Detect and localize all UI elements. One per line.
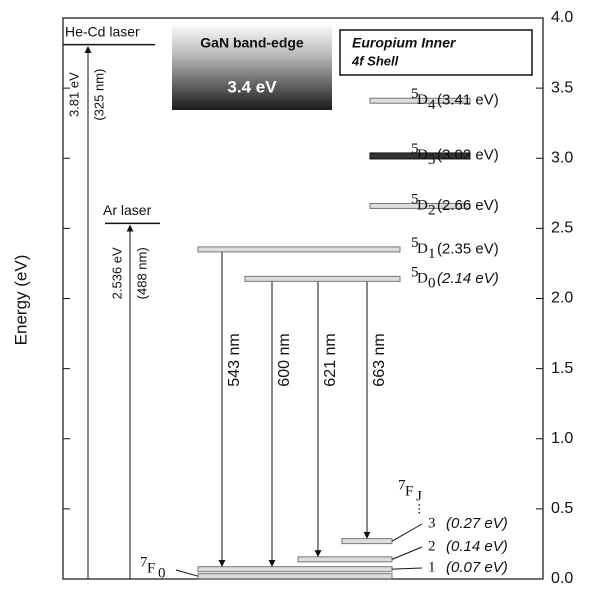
energy-level bbox=[197, 573, 393, 580]
eu-title: Europium Inner bbox=[352, 35, 457, 51]
level-mult: 5 bbox=[411, 264, 419, 280]
gan-value: 3.4 eV bbox=[227, 77, 277, 96]
y-tick-label: 0.5 bbox=[551, 500, 573, 517]
level-energy: (2.66 eV) bbox=[437, 197, 499, 214]
level-mult: 5 bbox=[411, 235, 419, 251]
group-j: J bbox=[416, 488, 422, 504]
level-energy: (2.35 eV) bbox=[437, 240, 499, 257]
energy-level bbox=[197, 246, 401, 253]
y-tick-label: 1.0 bbox=[551, 430, 573, 447]
level-energy: (2.14 eV) bbox=[437, 270, 499, 287]
y-tick-label: 2.5 bbox=[551, 220, 573, 237]
transition-label: 621 nm bbox=[322, 333, 339, 386]
level-letter: D bbox=[417, 147, 428, 163]
ellipsis: ... bbox=[415, 503, 431, 515]
transition-label: 600 nm bbox=[276, 333, 293, 386]
level-letter: F bbox=[147, 560, 155, 576]
level-letter: D bbox=[417, 270, 428, 286]
level-letter: D bbox=[417, 241, 428, 257]
y-tick-label: 3.0 bbox=[551, 149, 573, 166]
y-tick-label: 2.0 bbox=[551, 290, 573, 307]
level-mult: 5 bbox=[411, 141, 419, 157]
axis-title: Energy (eV) bbox=[11, 255, 30, 346]
level-j: 2 bbox=[428, 538, 436, 554]
laser-energy: 3.81 eV bbox=[66, 72, 81, 117]
energy-level bbox=[297, 556, 393, 563]
level-j: 4 bbox=[428, 97, 436, 113]
level-j: 0 bbox=[428, 275, 436, 291]
level-j: 1 bbox=[428, 246, 436, 262]
energy-level bbox=[341, 538, 393, 545]
level-j: 1 bbox=[428, 559, 436, 575]
level-mult: 7 bbox=[140, 554, 148, 570]
leader bbox=[175, 569, 199, 577]
level-j: 3 bbox=[428, 515, 436, 531]
laser-wavelength: (325 nm) bbox=[91, 69, 106, 121]
eu-box bbox=[339, 29, 533, 76]
level-energy: (0.14 eV) bbox=[446, 538, 508, 555]
y-tick-label: 0.0 bbox=[551, 570, 573, 587]
energy-level bbox=[197, 566, 393, 573]
laser-name: Ar laser bbox=[103, 202, 152, 218]
level-energy: (3.02 eV) bbox=[437, 146, 499, 163]
level-mult: 5 bbox=[411, 191, 419, 207]
laser-name: He-Cd laser bbox=[65, 23, 140, 39]
y-tick-label: 4.0 bbox=[551, 9, 573, 26]
level-letter: D bbox=[417, 92, 428, 108]
y-tick-label: 1.5 bbox=[551, 360, 573, 377]
leader bbox=[391, 523, 423, 542]
laser-energy: 2.536 eV bbox=[109, 247, 124, 299]
eu-subtitle: 4f Shell bbox=[351, 53, 399, 68]
gan-box bbox=[172, 25, 332, 110]
level-energy: (3.41 eV) bbox=[437, 92, 499, 109]
energy-level bbox=[369, 97, 471, 104]
level-j: 3 bbox=[428, 152, 436, 168]
group-letter: F bbox=[405, 483, 413, 499]
level-energy: (0.07 eV) bbox=[446, 559, 508, 576]
energy-level bbox=[369, 152, 471, 160]
level-letter: D bbox=[417, 197, 428, 213]
leader bbox=[391, 567, 423, 570]
level-j: 0 bbox=[158, 565, 166, 581]
laser-wavelength: (488 nm) bbox=[134, 247, 149, 299]
level-mult: 5 bbox=[411, 86, 419, 102]
transition-label: 663 nm bbox=[371, 333, 388, 386]
level-j: 2 bbox=[428, 202, 436, 218]
energy-level bbox=[369, 202, 471, 209]
group-mult: 7 bbox=[398, 477, 406, 493]
energy-level bbox=[244, 275, 401, 282]
level-energy: (0.27 eV) bbox=[446, 515, 508, 532]
gan-title: GaN band-edge bbox=[200, 35, 304, 51]
leader bbox=[391, 546, 423, 560]
transition-label: 543 nm bbox=[226, 333, 243, 386]
y-tick-label: 3.5 bbox=[551, 79, 573, 96]
